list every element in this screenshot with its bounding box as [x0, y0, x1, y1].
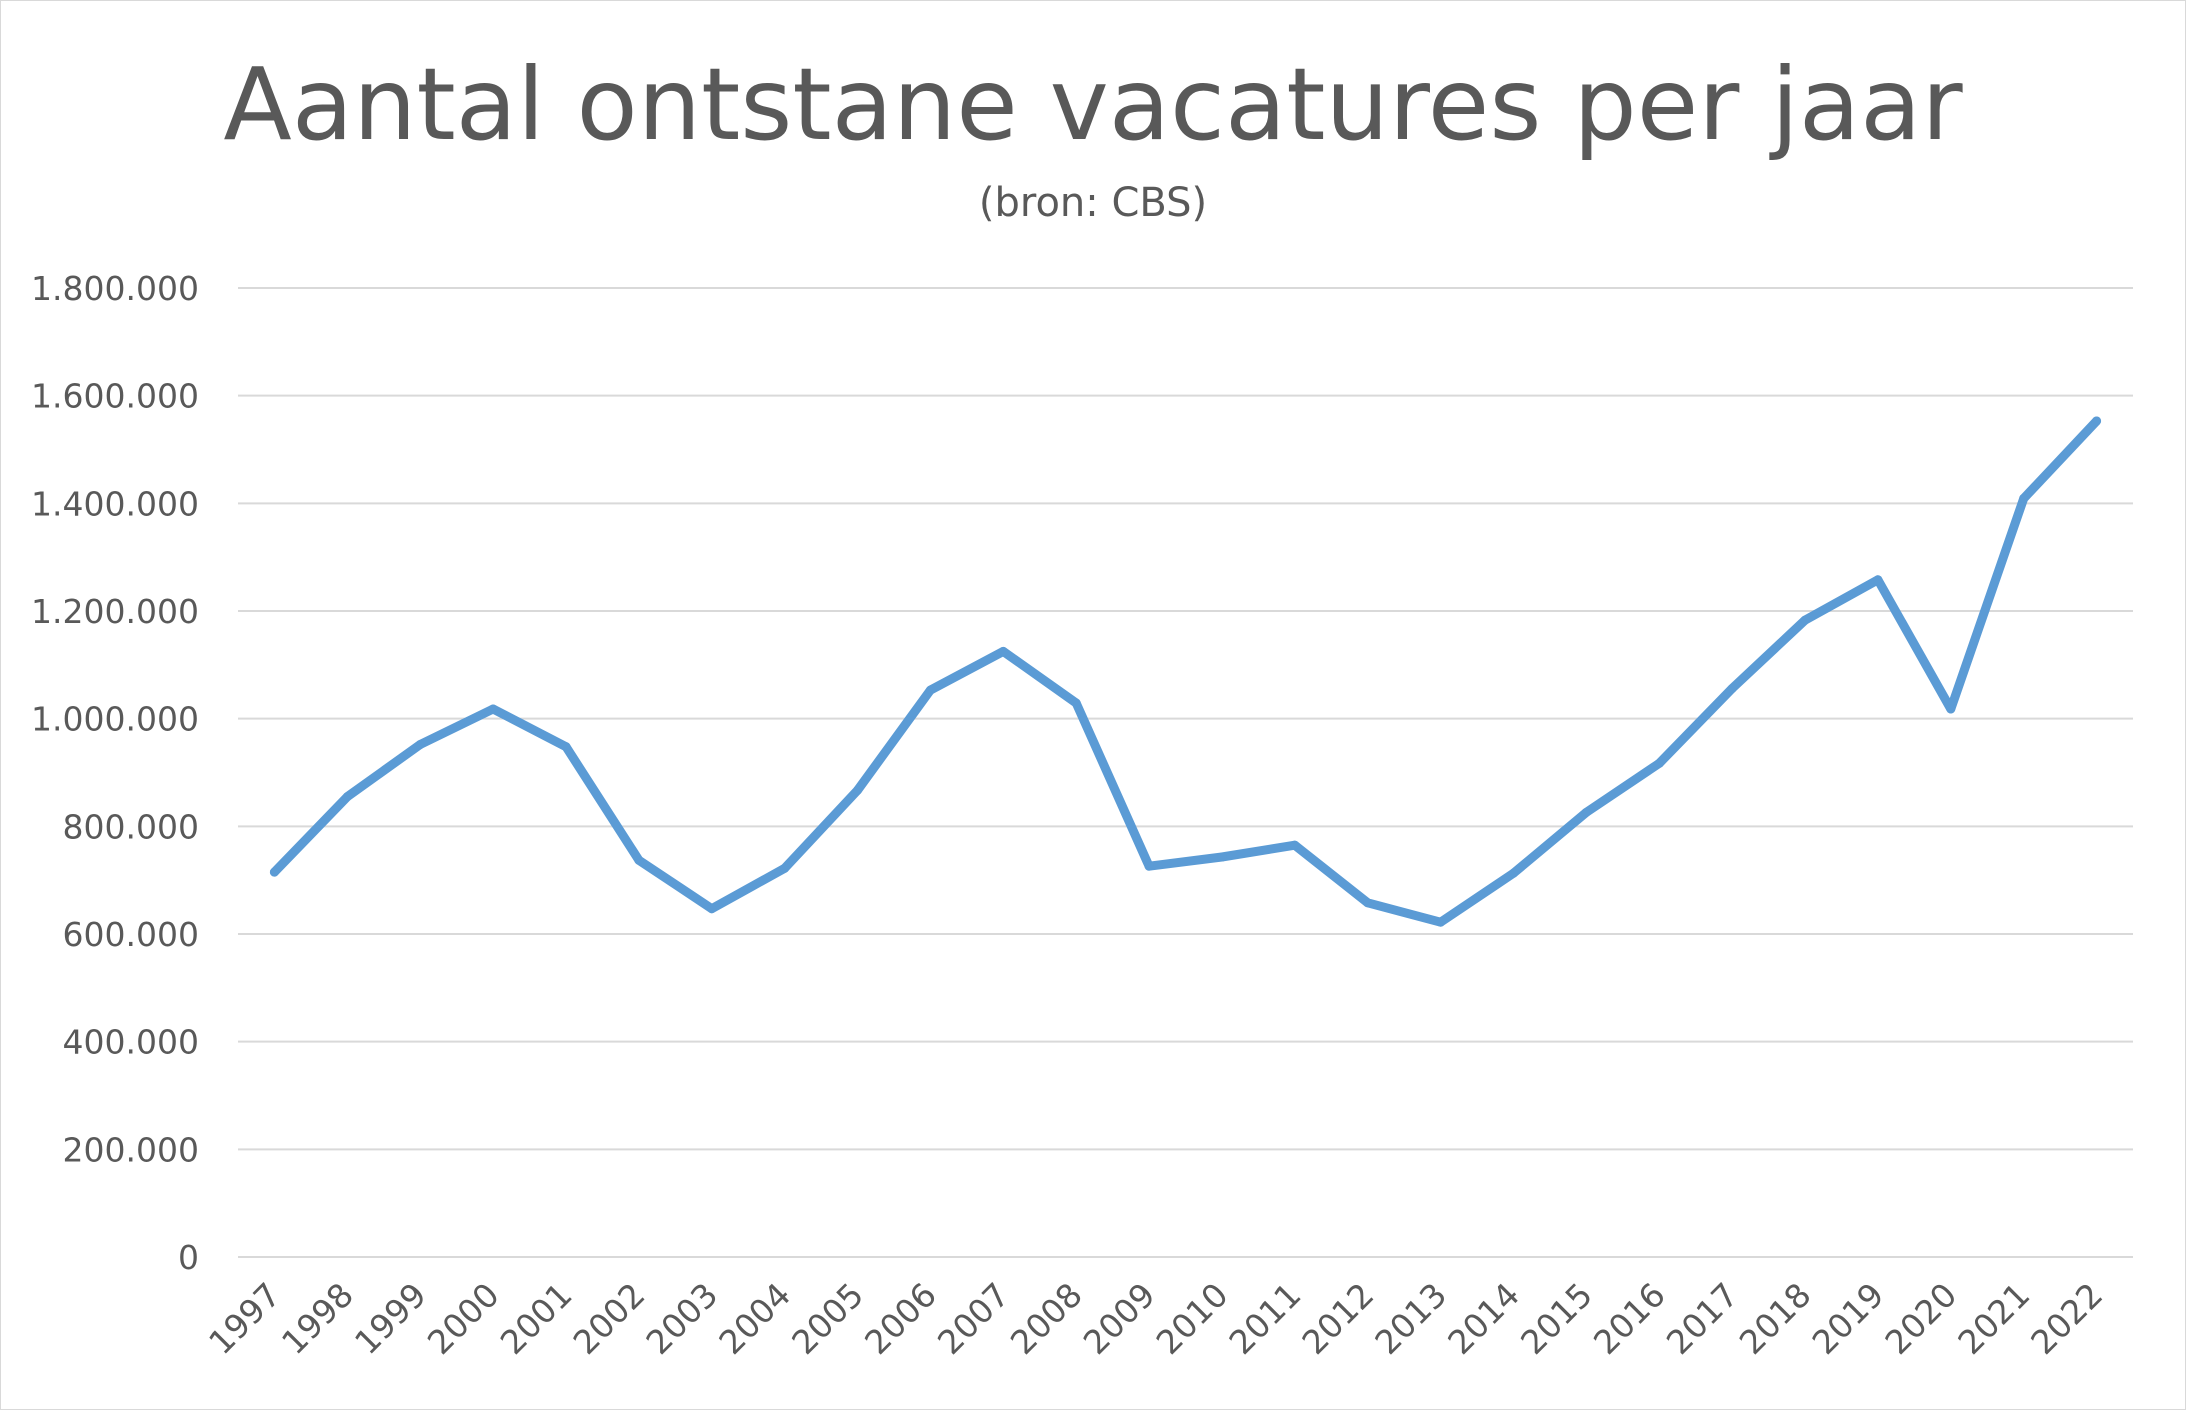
- x-tick-label: 2004: [711, 1275, 798, 1362]
- x-tick-label: 2000: [420, 1275, 507, 1362]
- y-tick-label: 1.000.000: [31, 700, 199, 739]
- data-point-2017: [1727, 684, 1737, 694]
- y-tick-label: 600.000: [63, 915, 199, 954]
- chart-title: Aantal ontstane vacatures per jaar: [223, 46, 1963, 163]
- x-tick-label: 2008: [1003, 1275, 1090, 1362]
- data-point-2002: [634, 855, 644, 865]
- x-tick-label: 2006: [857, 1275, 944, 1362]
- data-point-2015: [1581, 807, 1591, 817]
- x-tick-label: 2011: [1222, 1275, 1309, 1362]
- data-point-2001: [561, 742, 571, 752]
- data-point-2009: [1144, 861, 1154, 871]
- data-point-2019: [1873, 575, 1883, 585]
- data-point-2013: [1436, 917, 1446, 927]
- y-tick-label: 1.800.000: [31, 269, 199, 308]
- x-tick-label: 2012: [1294, 1275, 1381, 1362]
- data-point-2022: [2092, 416, 2102, 426]
- x-tick-label: 2018: [1732, 1275, 1819, 1362]
- data-point-1999: [415, 740, 425, 750]
- series-line-0: [269, 416, 2102, 927]
- data-point-2012: [1363, 898, 1373, 908]
- x-tick-label: 1998: [274, 1275, 361, 1362]
- x-tick-label: 2013: [1367, 1275, 1454, 1362]
- y-tick-label: 1.600.000: [31, 377, 199, 416]
- data-point-2016: [1654, 758, 1664, 768]
- data-series: [269, 416, 2102, 927]
- data-point-2006: [925, 685, 935, 695]
- x-tick-label: 1999: [347, 1275, 434, 1362]
- y-tick-label: 0: [178, 1238, 199, 1277]
- data-point-2005: [853, 785, 863, 795]
- x-tick-label: 2007: [930, 1275, 1017, 1362]
- x-tick-label: 2009: [1076, 1275, 1163, 1362]
- data-point-2000: [488, 704, 498, 714]
- x-tick-label: 2005: [784, 1275, 871, 1362]
- y-tick-label: 1.200.000: [31, 592, 199, 631]
- gridlines: [238, 287, 2133, 1258]
- x-tick-label: 2001: [493, 1275, 580, 1362]
- chart-subtitle: (bron: CBS): [978, 180, 1208, 226]
- data-point-2014: [1508, 868, 1518, 878]
- x-tick-label: 2017: [1659, 1275, 1746, 1362]
- data-point-1997: [269, 867, 279, 877]
- x-tick-label: 2014: [1440, 1275, 1527, 1362]
- x-tick-label: 1997: [201, 1275, 288, 1362]
- y-tick-label: 200.000: [63, 1130, 199, 1169]
- x-tick-label: 2016: [1586, 1275, 1673, 1362]
- data-point-2003: [707, 904, 717, 914]
- data-point-2018: [1800, 615, 1810, 625]
- data-point-2008: [1071, 698, 1081, 708]
- y-axis-tick-labels: 0 200.000 400.000 600.000 800.000 1.000.000 1.…: [31, 269, 199, 1277]
- data-point-2010: [1217, 852, 1227, 862]
- x-tick-label: 2015: [1513, 1275, 1600, 1362]
- data-point-2007: [998, 646, 1008, 656]
- x-tick-label: 2021: [1950, 1275, 2037, 1362]
- x-tick-label: 2020: [1877, 1275, 1964, 1362]
- y-tick-label: 400.000: [63, 1023, 199, 1062]
- data-point-1998: [342, 792, 352, 802]
- data-point-2011: [1290, 840, 1300, 850]
- data-point-2021: [2019, 493, 2029, 503]
- y-tick-label: 1.400.000: [31, 484, 199, 523]
- x-tick-label: 2022: [2023, 1275, 2110, 1362]
- x-tick-label: 2003: [638, 1275, 725, 1362]
- x-axis-tick-labels: 1997199819992000200120022003200420052006…: [201, 1275, 2110, 1362]
- x-tick-label: 2010: [1149, 1275, 1236, 1362]
- data-point-2020: [1946, 704, 1956, 714]
- y-tick-label: 800.000: [63, 807, 199, 846]
- x-tick-label: 2002: [566, 1275, 653, 1362]
- data-point-2004: [780, 863, 790, 873]
- x-tick-label: 2019: [1805, 1275, 1892, 1362]
